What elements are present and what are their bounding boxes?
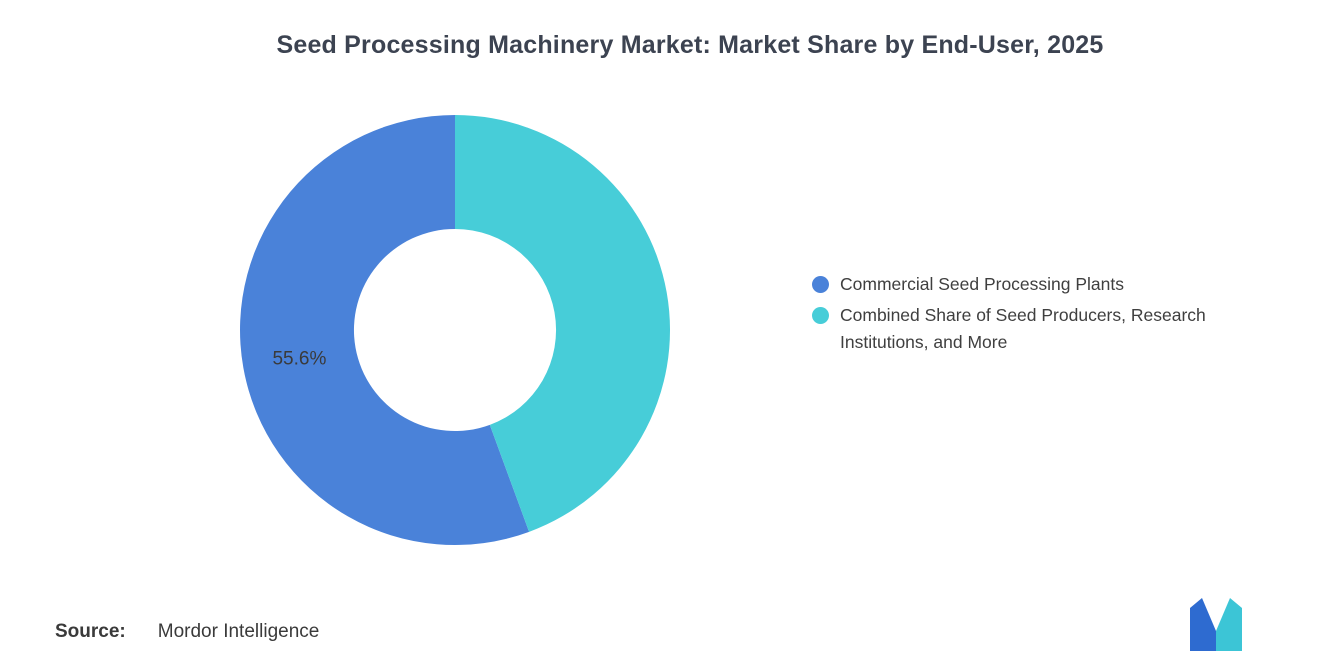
donut-chart: 55.6%	[235, 110, 675, 550]
donut-chart-svg: 55.6%	[240, 115, 671, 545]
pie-slice-1[interactable]	[455, 115, 671, 532]
legend: Commercial Seed Processing Plants Combin…	[812, 271, 1218, 356]
legend-label-combined-share: Combined Share of Seed Producers, Resear…	[840, 305, 1206, 352]
mordor-intelligence-logo	[1190, 598, 1242, 651]
legend-item-commercial-seed-processing-plants[interactable]: Commercial Seed Processing Plants	[812, 271, 1218, 298]
legend-marker-teal	[812, 307, 829, 324]
source: Source: Mordor Intelligence	[55, 621, 319, 643]
source-text: Mordor Intelligence	[157, 621, 320, 642]
pie-slice-0[interactable]	[240, 115, 530, 545]
chart-title: Seed Processing Machinery Market: Market…	[276, 31, 1104, 59]
legend-label-commercial-seed-processing-plants: Commercial Seed Processing Plants	[840, 274, 1125, 294]
legend-marker-blue	[812, 276, 829, 293]
source-prefix: Source:	[55, 621, 126, 642]
legend-item-combined-share[interactable]: Combined Share of Seed Producers, Resear…	[812, 302, 1218, 356]
pie-slice-label: 55.6%	[272, 348, 326, 369]
logo-left-shape	[1190, 598, 1216, 651]
logo-right-shape	[1216, 598, 1242, 651]
